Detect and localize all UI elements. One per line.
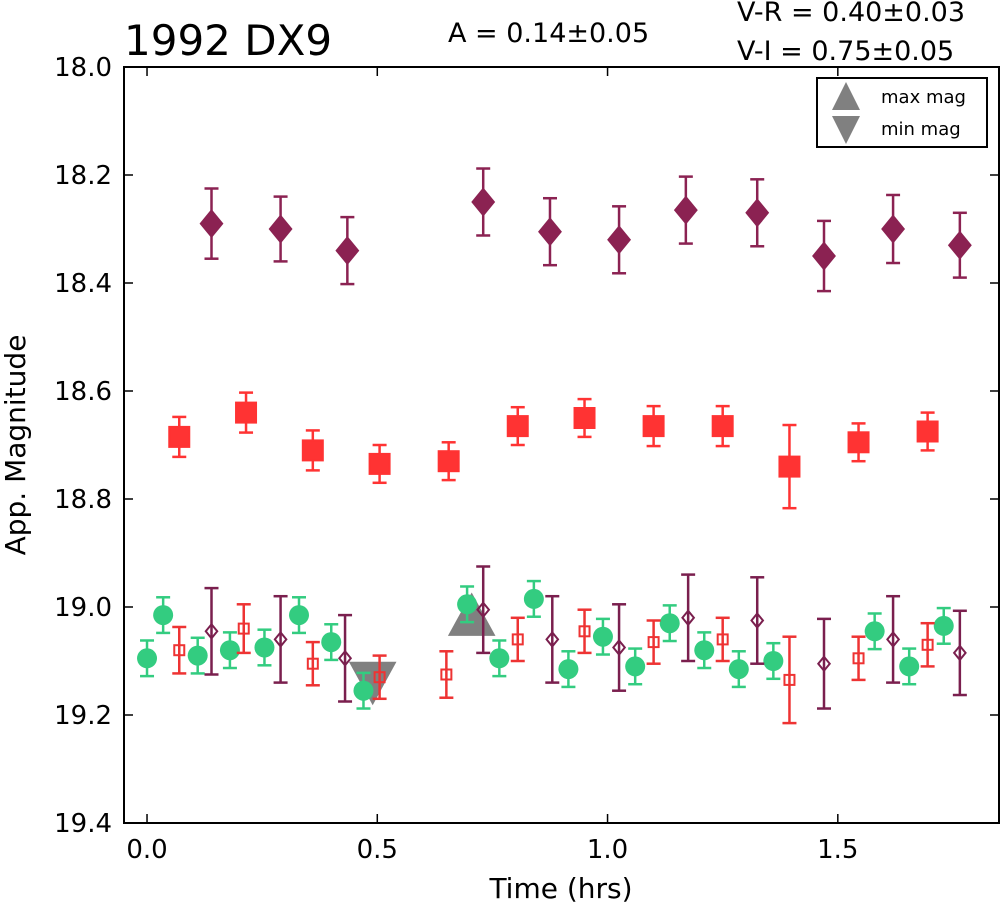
x-tick-label: 0.0 [126, 835, 167, 865]
data-point-circle [592, 626, 613, 647]
legend: max mag min mag [816, 77, 988, 148]
data-point-square [916, 420, 939, 443]
data-point-diamond [335, 236, 360, 266]
data-point-square [440, 668, 453, 681]
data-point-square [511, 633, 524, 646]
data-point-circle [694, 640, 715, 661]
data-point-square [306, 657, 319, 670]
data-point-square [437, 450, 460, 473]
data-point-square [373, 671, 386, 684]
data-point-circle [933, 615, 954, 636]
data-point-diamond [338, 649, 353, 667]
data-point-diamond [816, 655, 832, 673]
data-point-circle [763, 651, 784, 671]
data-point-square [711, 415, 734, 438]
data-point-diamond [545, 630, 560, 648]
data-point-circle [659, 613, 680, 634]
data-point-circle [289, 605, 309, 626]
data-point-circle [254, 637, 275, 658]
data-point-diamond [199, 209, 224, 239]
data-point-circle [728, 659, 749, 680]
data-point-square [847, 431, 870, 454]
data-point-square [578, 625, 591, 638]
x-tick-label: 1.5 [817, 835, 858, 865]
data-point-diamond [750, 611, 765, 630]
data-point-circle [864, 621, 885, 642]
min-mag-legend-icon [832, 116, 860, 144]
data-point-circle [523, 588, 544, 609]
data-point-square [173, 644, 186, 657]
data-point-diamond [886, 630, 901, 648]
data-point-circle [457, 594, 478, 615]
data-point-diamond [673, 195, 698, 225]
y-tick-label: 18.2 [54, 161, 112, 191]
data-point-circle [321, 632, 342, 653]
y-tick-label: 19.4 [54, 809, 112, 839]
amplitude-annotation: A = 0.14±0.05 [448, 18, 649, 49]
data-point-diamond [681, 609, 696, 627]
data-point-circle [153, 605, 174, 626]
data-point-diamond [607, 225, 632, 255]
data-point-circle [489, 648, 510, 669]
data-point-circle [899, 656, 920, 677]
data-point-square [716, 633, 729, 646]
v-r-annotation: V-R = 0.40±0.03 [737, 0, 965, 28]
data-point-square [168, 425, 191, 448]
max-mag-legend-icon [832, 82, 860, 110]
legend-max-mag-label: max mag [881, 87, 966, 108]
y-tick-label: 18.8 [54, 485, 112, 515]
data-point-diamond [476, 601, 491, 619]
data-point-square [368, 452, 391, 475]
data-point-square [301, 439, 324, 462]
data-point-circle [219, 640, 240, 661]
data-point-square [573, 407, 596, 429]
data-point-circle [558, 659, 579, 680]
data-point-diamond [204, 622, 219, 640]
v-i-annotation: V-I = 0.75±0.05 [737, 36, 954, 67]
data-point-diamond [745, 198, 770, 228]
data-point-circle [625, 656, 646, 677]
plot-area [137, 167, 972, 725]
data-point-diamond [538, 217, 562, 247]
data-point-square [783, 673, 796, 686]
data-point-square [647, 636, 660, 649]
data-point-diamond [612, 638, 627, 657]
data-point-circle [353, 680, 374, 701]
y-tick-label: 18.4 [54, 269, 112, 299]
data-point-circle [187, 645, 208, 666]
data-point-diamond [947, 230, 972, 260]
data-point-square [921, 638, 934, 651]
data-point-circle [137, 648, 158, 669]
legend-min-mag-label: min mag [881, 119, 961, 140]
chart-title: 1992 DX9 [124, 16, 332, 65]
y-tick-label: 19.0 [54, 593, 112, 623]
y-tick-label: 19.2 [54, 701, 112, 731]
data-point-diamond [881, 214, 906, 244]
y-tick-label: 18.0 [54, 53, 112, 83]
data-point-diamond [273, 630, 288, 648]
data-point-square [852, 652, 865, 665]
data-point-diamond [812, 241, 836, 271]
data-point-square [506, 415, 529, 438]
x-axis-label: Time (hrs) [488, 872, 632, 904]
data-point-square [778, 455, 801, 478]
data-point-square [237, 622, 250, 635]
data-point-square [642, 415, 665, 438]
x-tick-label: 1.0 [587, 835, 628, 865]
y-tick-label: 18.6 [54, 377, 112, 407]
axes: 0.0 0.5 1.0 1.5 18.0 18.2 18.4 18.6 18.8 19.0 19.2… [54, 53, 999, 865]
data-point-diamond [952, 644, 967, 662]
y-axis-label: App. Magnitude [0, 335, 32, 556]
x-tick-label: 0.5 [357, 835, 398, 865]
data-point-diamond [471, 187, 496, 217]
data-point-diamond [268, 214, 293, 244]
data-point-square [235, 401, 258, 424]
plot-frame [123, 66, 1000, 824]
